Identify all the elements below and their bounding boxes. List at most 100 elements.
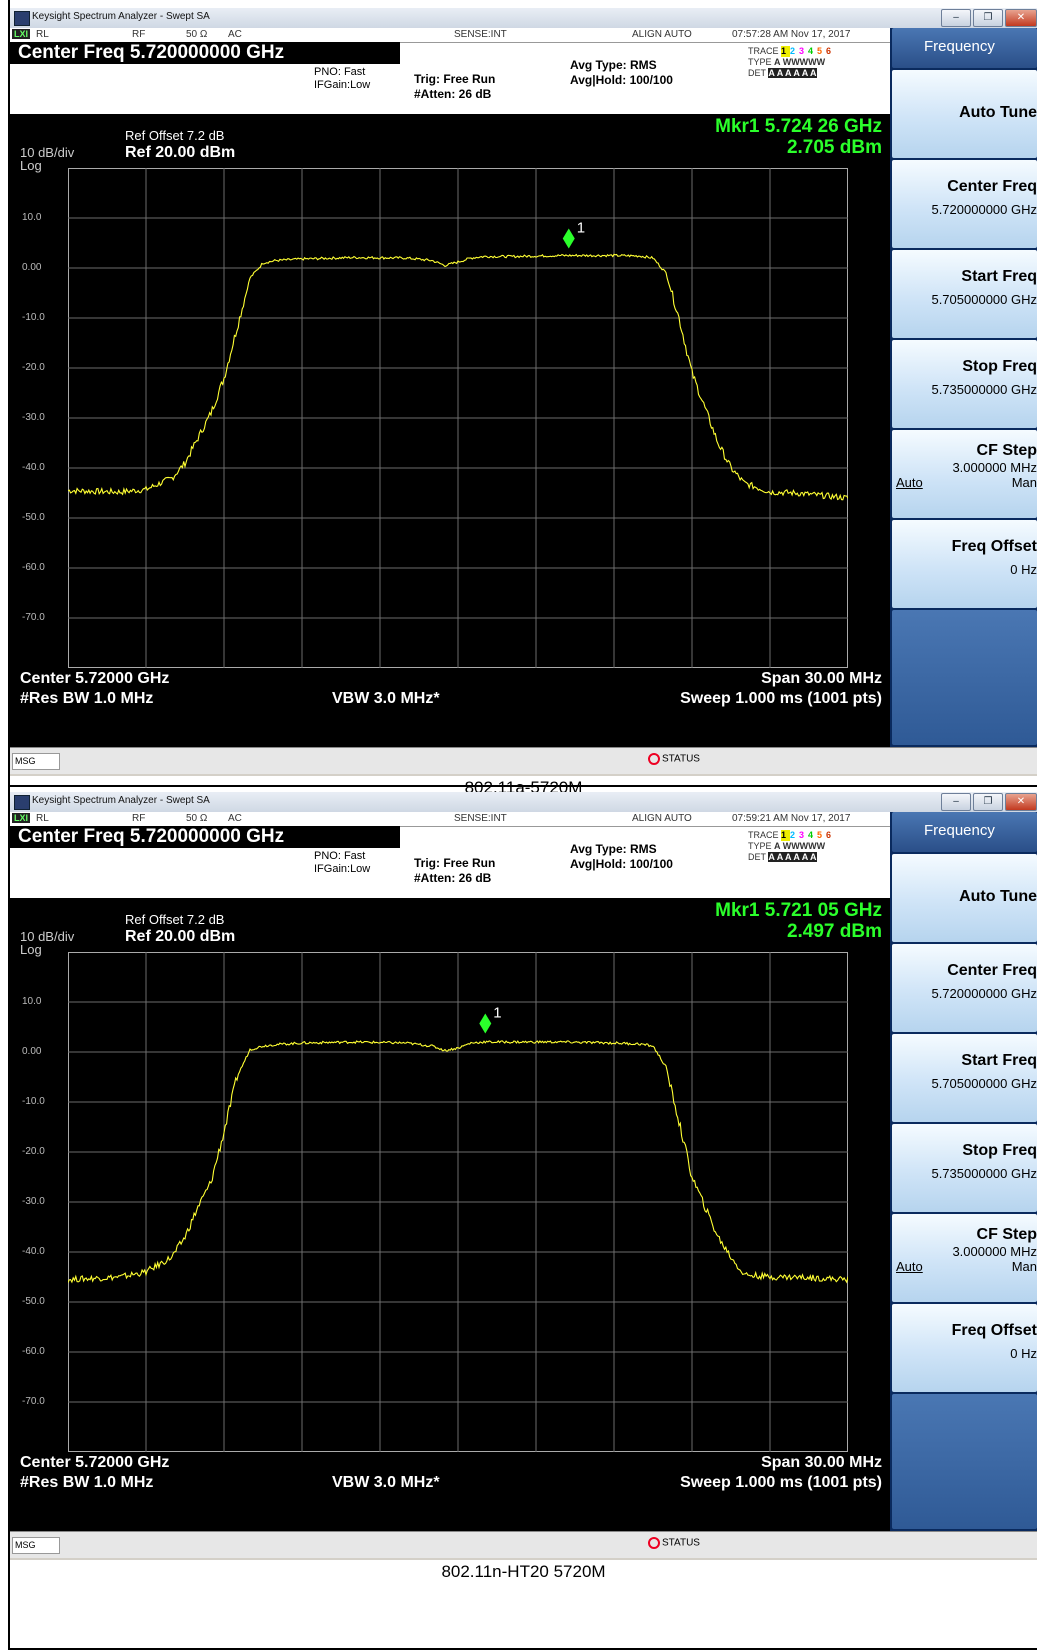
start-freq-button[interactable]: Start Freq 5.705000000 GHz [892, 1034, 1037, 1122]
window-titlebar: Keysight Spectrum Analyzer - Swept SA – … [10, 8, 1037, 29]
app-icon [14, 795, 30, 810]
window-title: Keysight Spectrum Analyzer - Swept SA [32, 795, 210, 806]
stop-freq-button[interactable]: Stop Freq 5.735000000 GHz [892, 1124, 1037, 1212]
center-freq-value: 5.720000000 GHz [931, 202, 1037, 217]
cf-step-button[interactable]: CF Step 3.000000 MHz Auto Man [892, 430, 1037, 518]
cf-step-auto[interactable]: Auto [896, 475, 923, 490]
scale-type: Log [20, 158, 42, 173]
y-tick-label: -70.0 [22, 1396, 45, 1407]
type-label: TYPE [748, 841, 772, 851]
trace-1-line [68, 1040, 848, 1284]
freq-offset-button[interactable]: Freq Offset 0 Hz [892, 520, 1037, 608]
cf-step-auto[interactable]: Auto [896, 1259, 923, 1274]
status-label: STATUS [662, 1537, 700, 1549]
stop-freq-button[interactable]: Stop Freq 5.735000000 GHz [892, 340, 1037, 428]
auto-tune-button[interactable]: Auto Tune [892, 70, 1037, 158]
cf-step-man[interactable]: Man [1011, 475, 1037, 490]
center-freq-button[interactable]: Center Freq 5.720000000 GHz [892, 160, 1037, 248]
y-tick-label: 0.00 [22, 1046, 42, 1057]
trace-display: Mkr1 5.724 26 GHz 2.705 dBm Ref Offset 7… [10, 114, 890, 747]
datetime-label: 07:59:21 AM Nov 17, 2017 [732, 813, 851, 824]
start-freq-button[interactable]: Start Freq 5.705000000 GHz [892, 250, 1037, 338]
y-tick-label: -10.0 [22, 312, 45, 323]
softkey-menu: Frequency Auto Tune Center Freq 5.720000… [890, 812, 1037, 1531]
avg-info: Avg Type: RMS Avg|Hold: 100/100 [570, 58, 673, 88]
det-label: DET [748, 852, 766, 862]
close-button[interactable]: ✕ [1005, 9, 1037, 27]
cf-step-value: 3.000000 MHz [952, 1244, 1037, 1259]
cf-step-label: CF Step [976, 442, 1037, 459]
pno-label: PNO: Fast [314, 66, 366, 78]
trigger-info: Trig: Free Run #Atten: 26 dB [414, 72, 495, 102]
ref-offset: Ref Offset 7.2 dB [125, 128, 225, 143]
center-freq-label: Center Freq [947, 178, 1037, 195]
marker-readout: Mkr1 5.724 26 GHz 2.705 dBm [715, 116, 882, 158]
app-icon [14, 11, 30, 26]
freq-offset-label: Freq Offset [951, 1322, 1037, 1339]
cf-step-button[interactable]: CF Step 3.000000 MHz Auto Man [892, 1214, 1037, 1302]
span-label: Span 30.00 MHz [761, 1454, 882, 1471]
auto-tune-button[interactable]: Auto Tune [892, 854, 1037, 942]
center-freq-button[interactable]: Center Freq 5.720000000 GHz [892, 944, 1037, 1032]
freq-offset-value: 0 Hz [1010, 1346, 1037, 1361]
scale-per-div: 10 dB/div [20, 145, 75, 160]
avg-hold-label: Avg|Hold: 100/100 [570, 73, 673, 87]
det-value: A A A A A A [768, 68, 817, 78]
ref-level: Ref 20.00 dBm [125, 144, 236, 161]
y-tick-label: -30.0 [22, 1196, 45, 1207]
restore-button[interactable]: ❐ [973, 793, 1003, 811]
vbw-label: VBW 3.0 MHz* [332, 1474, 440, 1491]
trace-label: TRACE [748, 830, 779, 840]
minimize-button[interactable]: – [941, 793, 971, 811]
coupling-label: AC [228, 813, 242, 824]
marker-1-diamond[interactable] [479, 1013, 492, 1034]
det-label: DET [748, 68, 766, 78]
restore-button[interactable]: ❐ [973, 9, 1003, 27]
center-label: Center 5.72000 GHz [20, 1454, 170, 1471]
cf-step-man[interactable]: Man [1011, 1259, 1037, 1274]
measurement-header: LXI RL RF 50 Ω AC SENSE:INT ALIGN AUTO 0… [10, 28, 890, 114]
y-tick-label: -20.0 [22, 362, 45, 373]
header-status-bar: LXI RL RF 50 Ω AC SENSE:INT ALIGN AUTO 0… [10, 812, 890, 827]
close-button[interactable]: ✕ [1005, 793, 1037, 811]
det-value: A A A A A A [768, 852, 817, 862]
marker-1-diamond[interactable] [562, 228, 575, 249]
status-indicator[interactable]: STATUS [648, 753, 728, 765]
pno-label: PNO: Fast [314, 850, 366, 862]
trigger-label: Trig: Free Run [414, 856, 496, 870]
impedance-label: 50 Ω [186, 813, 208, 824]
marker-1-label: 1 [577, 219, 585, 236]
center-freq-label: Center Freq [947, 962, 1037, 979]
marker-frequency: Mkr1 5.721 05 GHz [715, 900, 882, 921]
center-freq-value: 5.720000000 GHz [931, 986, 1037, 1001]
minimize-button[interactable]: – [941, 9, 971, 27]
rl-label: RL [36, 813, 49, 824]
y-tick-label: 10.0 [22, 212, 42, 223]
lxi-icon: LXI [12, 813, 31, 823]
auto-tune-label: Auto Tune [959, 888, 1037, 905]
spectrum-plot[interactable]: 1 [68, 168, 848, 668]
rbw-label: #Res BW 1.0 MHz [20, 690, 154, 707]
status-indicator[interactable]: STATUS [648, 1537, 728, 1549]
status-icon [648, 753, 660, 765]
y-tick-label: -60.0 [22, 562, 45, 573]
message-box[interactable]: MSG [12, 1537, 60, 1554]
empty-softkey [892, 610, 1037, 745]
spectrum-plot[interactable]: 1 [68, 952, 848, 1452]
span-label: Span 30.00 MHz [761, 670, 882, 687]
y-tick-label: -40.0 [22, 462, 45, 473]
freq-offset-button[interactable]: Freq Offset 0 Hz [892, 1304, 1037, 1392]
y-tick-label: 10.0 [22, 996, 42, 1007]
status-label: STATUS [662, 753, 700, 765]
empty-softkey [892, 1394, 1037, 1529]
y-tick-label: -10.0 [22, 1096, 45, 1107]
message-box[interactable]: MSG [12, 753, 60, 770]
window-controls: – ❐ ✕ [939, 9, 1037, 27]
start-freq-label: Start Freq [961, 1052, 1037, 1069]
auto-tune-label: Auto Tune [959, 104, 1037, 121]
y-tick-label: -50.0 [22, 1296, 45, 1307]
avg-type-label: Avg Type: RMS [570, 842, 657, 856]
y-tick-label: -40.0 [22, 1246, 45, 1257]
softkey-menu: Frequency Auto Tune Center Freq 5.720000… [890, 28, 1037, 747]
